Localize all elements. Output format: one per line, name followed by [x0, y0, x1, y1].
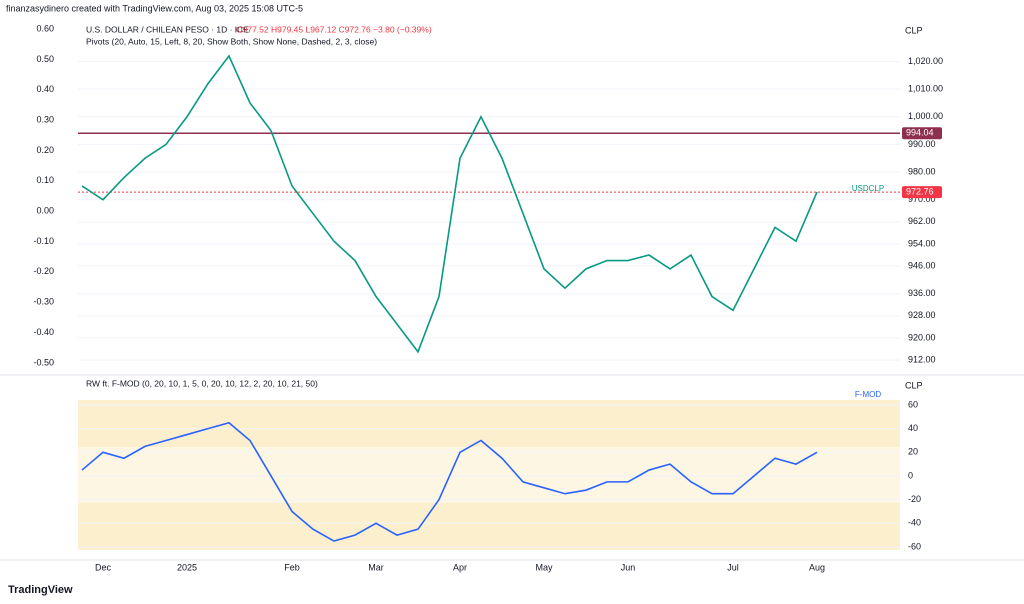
x-tick-label: Jun: [621, 562, 636, 572]
symbol-title: U.S. DOLLAR / CHILEAN PESO · 1D · ICE: [86, 24, 249, 34]
y-tick-label: 946.00: [908, 260, 936, 270]
y-tick-label: 0: [908, 470, 913, 480]
x-tick-label: May: [535, 562, 553, 572]
y-tick-label: 936.00: [908, 288, 936, 298]
osc-currency: CLP: [905, 380, 923, 390]
left-tick-label: -0.50: [33, 357, 54, 367]
price-tag: [902, 127, 942, 140]
osc-title: RW ft. F-MOD (0, 20, 10, 1, 5, 0, 20, 10…: [86, 378, 318, 388]
left-tick-label: 0.30: [36, 115, 54, 125]
left-tick-label: 0.20: [36, 145, 54, 155]
left-tick-label: 0.40: [36, 84, 54, 94]
y-tick-label: 20: [908, 447, 918, 457]
y-tick-label: 40: [908, 423, 918, 433]
price-tag-label: 994.04: [906, 128, 934, 138]
y-tick-label: 928.00: [908, 310, 936, 320]
ohlc: O977.52 H979.45 L967.12 C972.76 −3.80 (−…: [236, 24, 432, 34]
currency: CLP: [905, 25, 923, 35]
left-tick-label: 0.00: [36, 206, 54, 216]
series-line: [81, 421, 818, 542]
left-tick-label: -0.40: [33, 327, 54, 337]
osc-band-bottom: [78, 503, 900, 550]
y-tick-label: 954.00: [908, 238, 936, 248]
y-tick-label: 962.00: [908, 216, 936, 226]
series-name: USDCLP: [852, 184, 884, 193]
x-tick-label: Jul: [727, 562, 739, 572]
osc-band-top: [78, 400, 900, 447]
credit: finanzasydinero created with TradingView…: [6, 3, 303, 13]
y-tick-label: 1,020.00: [908, 56, 943, 66]
footer-logo: TradingView: [8, 584, 73, 596]
x-tick-label: Feb: [284, 562, 300, 572]
y-tick-label: 980.00: [908, 166, 936, 176]
price-tag: [902, 186, 942, 199]
left-tick-label: 0.10: [36, 175, 54, 185]
y-tick-label: 60: [908, 399, 918, 409]
y-tick-label: 912.00: [908, 354, 936, 364]
y-tick-label: 990.00: [908, 139, 936, 149]
x-tick-label: Dec: [95, 562, 112, 572]
x-tick-label: Apr: [453, 562, 467, 572]
y-tick-label: 1,000.00: [908, 111, 943, 121]
x-tick-label: 2025: [177, 562, 197, 572]
pivots-label: Pivots (20, Auto, 15, Left, 8, 20, Show …: [86, 36, 377, 46]
y-tick-label: -40: [908, 518, 921, 528]
series-name: F-MOD: [855, 390, 881, 399]
x-tick-label: Mar: [368, 562, 384, 572]
left-tick-label: 0.50: [36, 54, 54, 64]
y-tick-label: 1,010.00: [908, 84, 943, 94]
series-line: [81, 54, 818, 354]
left-tick-label: 0.60: [36, 23, 54, 33]
left-tick-label: -0.30: [33, 297, 54, 307]
x-tick-label: Aug: [809, 562, 825, 572]
y-tick-label: -20: [908, 494, 921, 504]
y-tick-label: 920.00: [908, 332, 936, 342]
osc-band-mid: [78, 447, 900, 503]
left-tick-label: -0.10: [33, 236, 54, 246]
price-tag-label: 972.76: [906, 186, 934, 196]
left-tick-label: -0.20: [33, 266, 54, 276]
y-tick-label: 970.00: [908, 194, 936, 204]
y-tick-label: -60: [908, 541, 921, 551]
